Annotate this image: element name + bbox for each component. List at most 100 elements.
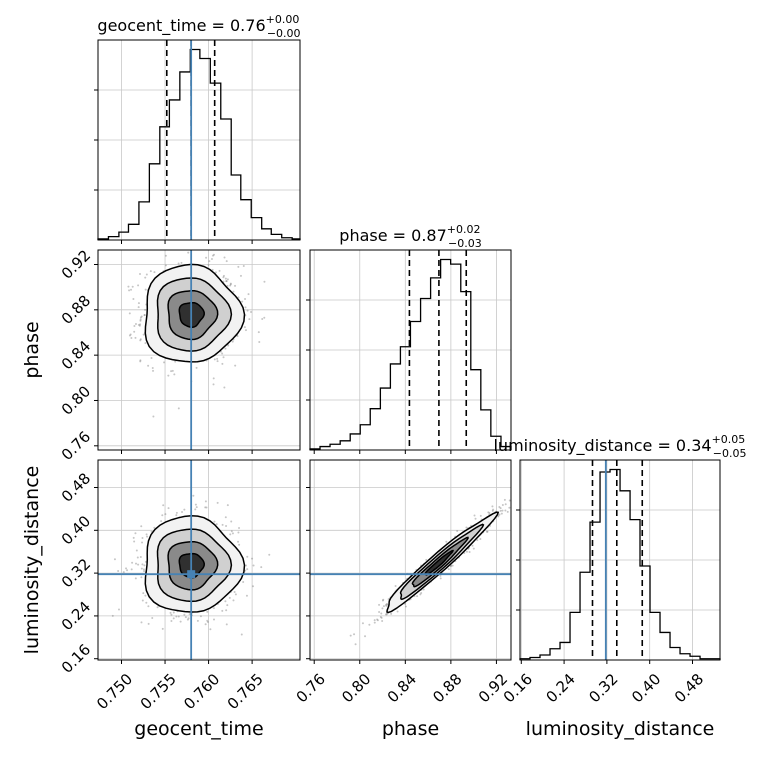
- sample-point: [195, 366, 198, 369]
- sample-point: [234, 593, 237, 596]
- sample-point: [151, 617, 154, 620]
- sample-point: [207, 263, 210, 266]
- sample-point: [206, 610, 209, 613]
- sample-point: [136, 556, 139, 559]
- grid-hist-geocent_time: [98, 40, 300, 240]
- sample-point: [187, 251, 190, 254]
- sample-point: [224, 277, 227, 280]
- title-name: phase = 0.87: [339, 226, 446, 245]
- panel-hist-geocent_time: geocent_time = 0.76+0.00 −0.00: [94, 13, 301, 244]
- sample-point: [206, 621, 209, 624]
- sample-point: [152, 415, 155, 418]
- sample-point: [111, 614, 114, 617]
- sample-point: [376, 618, 379, 621]
- sample-point: [127, 285, 130, 288]
- title-name: luminosity_distance = 0.34: [493, 436, 711, 456]
- sample-point: [225, 260, 228, 263]
- sample-point: [146, 535, 149, 538]
- sample-point: [170, 620, 173, 623]
- sample-point: [237, 531, 240, 534]
- sample-point: [205, 256, 208, 259]
- sample-point: [226, 284, 229, 287]
- sample-point: [465, 550, 468, 553]
- histogram-phase: [309, 258, 512, 450]
- sample-point: [404, 605, 407, 608]
- sample-point: [245, 564, 248, 567]
- sample-point: [221, 362, 224, 365]
- sample-point: [139, 323, 142, 326]
- sample-point: [174, 360, 177, 363]
- sample-point: [503, 498, 506, 501]
- sample-point: [242, 580, 245, 583]
- sample-point: [173, 373, 176, 376]
- contour-1: [144, 263, 246, 363]
- sample-point: [439, 577, 442, 580]
- truth-marker: [187, 570, 196, 579]
- sample-point: [233, 590, 236, 593]
- sample-point: [126, 569, 129, 572]
- sample-point: [456, 530, 459, 533]
- sample-point: [381, 599, 384, 602]
- sample-point: [422, 588, 425, 591]
- sample-point: [211, 254, 214, 257]
- grid-2d: [310, 460, 511, 660]
- contour-2: [399, 523, 485, 601]
- sample-point: [368, 623, 371, 626]
- sample-point: [164, 254, 167, 257]
- sample-point: [222, 274, 225, 277]
- sample-point: [499, 507, 502, 510]
- sample-point: [134, 577, 137, 580]
- sample-point: [232, 599, 235, 602]
- sample-point: [221, 523, 224, 526]
- sample-point: [237, 265, 240, 268]
- sample-point: [231, 340, 234, 343]
- sample-point: [153, 271, 156, 274]
- sample-point: [498, 505, 501, 508]
- sample-point: [117, 569, 120, 572]
- sample-point: [212, 253, 215, 256]
- sample-point: [204, 506, 207, 509]
- sample-point: [144, 276, 147, 279]
- sample-point: [142, 333, 145, 336]
- tick-label-x-luminosity_distance: 0.40: [628, 670, 664, 706]
- sample-point: [258, 340, 261, 343]
- sample-point: [237, 540, 240, 543]
- sample-point: [140, 621, 143, 624]
- title-luminosity_distance: luminosity_distance = 0.34+0.05 −0.05: [493, 433, 746, 460]
- sample-point: [156, 606, 159, 609]
- tick-label-x-luminosity_distance: 0.48: [671, 670, 707, 706]
- sample-point: [161, 514, 164, 517]
- panel-2d-content: [98, 460, 300, 660]
- sample-point: [192, 494, 195, 497]
- contour-2: [156, 277, 233, 352]
- panel-2d-content: [98, 250, 300, 450]
- sample-point: [479, 514, 482, 517]
- sample-point: [175, 511, 178, 514]
- sample-point: [145, 273, 148, 276]
- sample-point: [353, 633, 356, 636]
- sample-point: [445, 540, 448, 543]
- sample-point: [240, 633, 243, 636]
- sample-point: [225, 280, 228, 283]
- sample-point: [147, 605, 150, 608]
- sample-point: [212, 607, 215, 610]
- sample-point: [150, 356, 153, 359]
- sample-point: [361, 622, 364, 625]
- sample-point: [147, 364, 150, 367]
- sample-point: [225, 623, 228, 626]
- sample-point: [225, 525, 228, 528]
- contour-1: [144, 514, 246, 613]
- sample-point: [204, 623, 207, 626]
- title-minus: −0.03: [448, 237, 482, 250]
- sample-point: [134, 322, 137, 325]
- panel-frame: [309, 249, 512, 451]
- sample-point: [384, 603, 387, 606]
- tick-label-y-luminosity_distance: 0.40: [58, 512, 94, 548]
- title-minus: −0.05: [713, 447, 747, 460]
- sample-point: [130, 288, 133, 291]
- sample-point: [238, 527, 241, 530]
- sample-point: [137, 302, 140, 305]
- sample-point: [225, 280, 228, 283]
- sample-point: [499, 509, 502, 512]
- sample-point: [241, 300, 244, 303]
